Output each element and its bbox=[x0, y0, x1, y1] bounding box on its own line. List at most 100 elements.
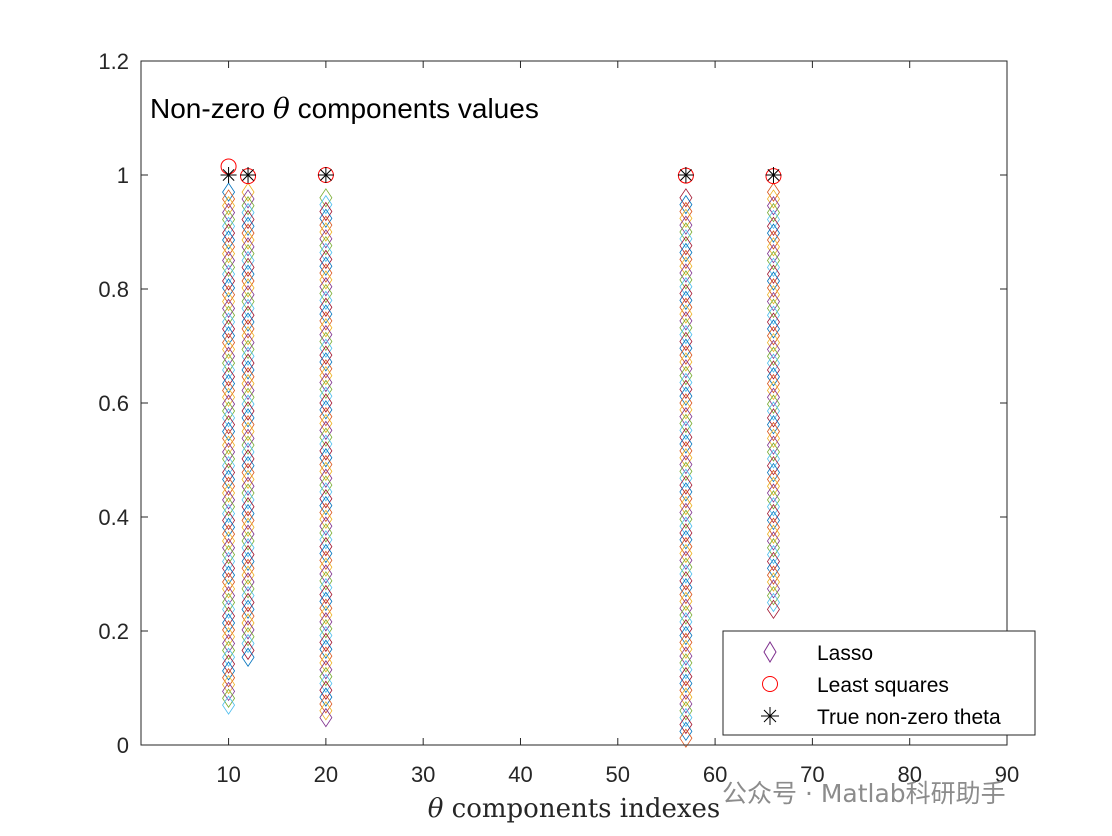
lasso-diamond-point bbox=[766, 476, 780, 496]
y-tick-label: 1.2 bbox=[98, 49, 129, 74]
lasso-diamond-point bbox=[679, 646, 693, 666]
lasso-diamond-point bbox=[241, 626, 255, 647]
lasso-diamond-point bbox=[319, 447, 333, 468]
lasso-diamond-point bbox=[222, 230, 236, 250]
lasso-diamond-point bbox=[222, 312, 236, 332]
lasso-diamond-point bbox=[679, 352, 693, 372]
lasso-diamond-point bbox=[241, 476, 255, 496]
lasso-diamond-point bbox=[241, 585, 255, 606]
lasso-diamond-point bbox=[679, 311, 693, 331]
lasso-diamond-point bbox=[222, 442, 236, 462]
lasso-diamond-point bbox=[679, 386, 693, 406]
lasso-diamond-point bbox=[766, 271, 780, 291]
lasso-diamond-point bbox=[679, 660, 693, 680]
lasso-diamond-point bbox=[679, 270, 693, 290]
lasso-column-x10 bbox=[222, 182, 236, 715]
lasso-diamond-point bbox=[222, 291, 236, 312]
lasso-diamond-point bbox=[222, 476, 236, 496]
y-tick-label: 0.4 bbox=[98, 505, 129, 530]
x-tick-label: 20 bbox=[314, 762, 338, 787]
lasso-diamond-point bbox=[241, 408, 255, 428]
lasso-diamond-point bbox=[679, 680, 693, 701]
lasso-diamond-point bbox=[319, 201, 333, 222]
lasso-diamond-point bbox=[319, 694, 333, 714]
lasso-diamond-point bbox=[222, 585, 236, 606]
lasso-diamond-point bbox=[766, 544, 780, 565]
lasso-diamond-point bbox=[241, 291, 255, 312]
lasso-diamond-point bbox=[319, 584, 333, 605]
lasso-diamond-point bbox=[222, 278, 236, 298]
lasso-diamond-point bbox=[222, 538, 236, 558]
lasso-diamond-point bbox=[222, 387, 236, 408]
lasso-diamond-point bbox=[222, 544, 236, 565]
lasso-diamond-point bbox=[766, 490, 780, 510]
legend-true-theta-asterisk-icon bbox=[761, 707, 779, 725]
lasso-diamond-point bbox=[679, 618, 693, 639]
lasso-diamond-point bbox=[241, 442, 255, 462]
lasso-diamond-point bbox=[679, 406, 693, 427]
lasso-diamond-point bbox=[241, 346, 255, 366]
lasso-diamond-point bbox=[222, 298, 236, 319]
lasso-diamond-point bbox=[222, 455, 236, 476]
lasso-diamond-point bbox=[679, 653, 693, 673]
lasso-diamond-point bbox=[241, 189, 255, 209]
lasso-diamond-point bbox=[679, 523, 693, 543]
lasso-diamond-point bbox=[319, 386, 333, 406]
lasso-diamond-point bbox=[319, 270, 333, 290]
lasso-diamond-point bbox=[319, 194, 333, 215]
lasso-diamond-point bbox=[319, 489, 333, 509]
lasso-diamond-point bbox=[766, 435, 780, 455]
lasso-diamond-point bbox=[319, 639, 333, 659]
lasso-diamond-point bbox=[222, 517, 236, 537]
lasso-diamond-point bbox=[222, 483, 236, 503]
lasso-diamond-point bbox=[222, 202, 236, 223]
lasso-diamond-point bbox=[766, 558, 780, 579]
lasso-column-x12 bbox=[241, 182, 255, 667]
lasso-diamond-point bbox=[319, 625, 333, 646]
lasso-diamond-point bbox=[319, 208, 333, 229]
lasso-diamond-point bbox=[319, 352, 333, 372]
x-tick-label: 50 bbox=[606, 762, 630, 787]
lasso-diamond-point bbox=[766, 230, 780, 250]
lasso-diamond-point bbox=[222, 572, 236, 592]
lasso-diamond-point bbox=[222, 223, 236, 243]
lasso-diamond-point bbox=[766, 538, 780, 558]
lasso-diamond-point bbox=[679, 283, 693, 304]
lasso-diamond-point bbox=[241, 469, 255, 490]
lasso-diamond-point bbox=[241, 223, 255, 243]
x-tick-label: 30 bbox=[411, 762, 435, 787]
x-tick-label: 80 bbox=[897, 762, 921, 787]
lasso-diamond-point bbox=[222, 339, 236, 360]
lasso-diamond-point bbox=[679, 612, 693, 632]
lasso-diamond-point bbox=[766, 380, 780, 401]
lasso-diamond-point bbox=[319, 543, 333, 564]
lasso-diamond-point bbox=[241, 278, 255, 298]
lasso-diamond-point bbox=[766, 497, 780, 517]
lasso-diamond-point bbox=[766, 278, 780, 298]
lasso-diamond-point bbox=[319, 379, 333, 400]
lasso-diamond-point bbox=[222, 264, 236, 284]
lasso-diamond-point bbox=[766, 298, 780, 319]
lasso-diamond-point bbox=[319, 290, 333, 311]
lasso-diamond-point bbox=[319, 571, 333, 591]
y-tick-label: 1 bbox=[117, 163, 129, 188]
lasso-diamond-point bbox=[679, 605, 693, 625]
lasso-diamond-point bbox=[679, 598, 693, 618]
lasso-diamond-point bbox=[766, 223, 780, 243]
lasso-diamond-point bbox=[319, 550, 333, 571]
lasso-diamond-point bbox=[679, 530, 693, 550]
lasso-diamond-point bbox=[241, 497, 255, 517]
lasso-diamond-point bbox=[679, 714, 693, 735]
title-part-2: components values bbox=[290, 93, 539, 124]
lasso-diamond-point bbox=[319, 687, 333, 707]
lasso-diamond-point bbox=[241, 592, 255, 613]
lasso-diamond-point bbox=[241, 572, 255, 592]
lasso-diamond-point bbox=[222, 257, 236, 278]
lasso-diamond-point bbox=[679, 564, 693, 584]
lasso-diamond-point bbox=[766, 216, 780, 237]
lasso-diamond-point bbox=[766, 469, 780, 490]
lasso-diamond-point bbox=[222, 408, 236, 428]
lasso-diamond-point bbox=[222, 421, 236, 442]
lasso-diamond-point bbox=[222, 360, 236, 380]
lasso-diamond-point bbox=[222, 250, 236, 271]
